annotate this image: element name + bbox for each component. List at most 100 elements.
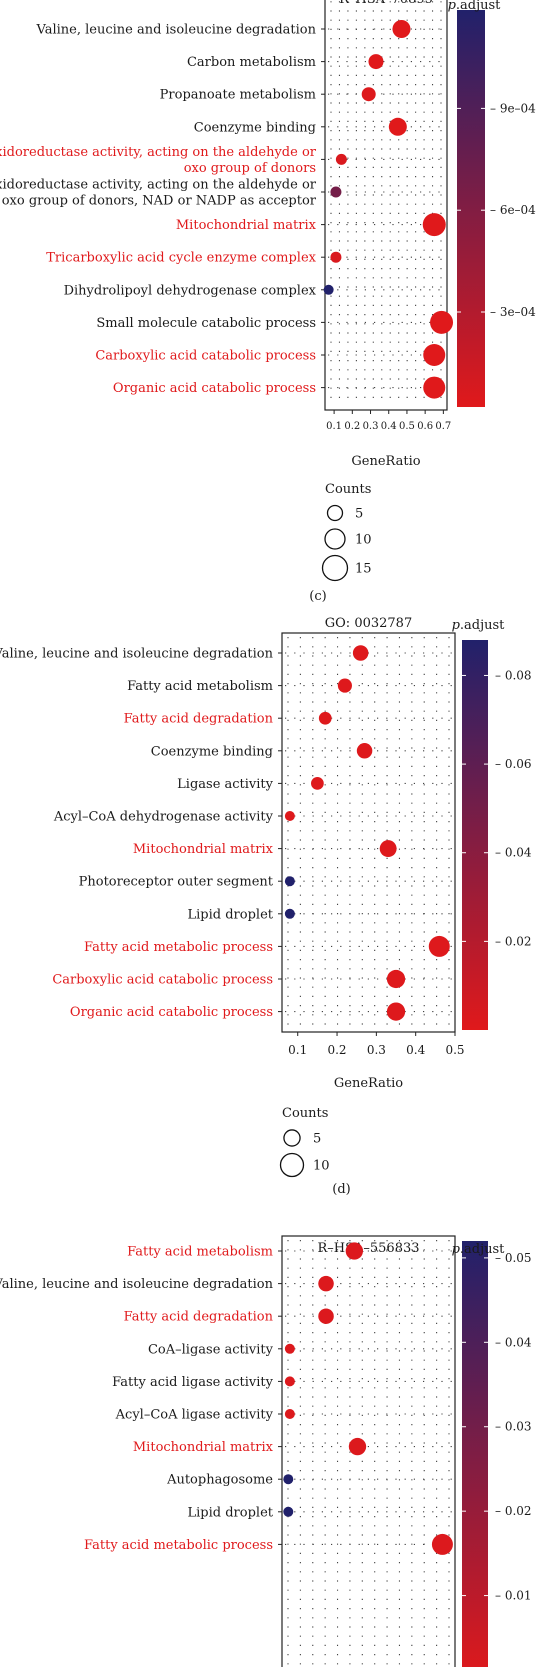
data-point [284, 1376, 295, 1387]
data-point [330, 186, 342, 198]
x-tick-label: 0.6 [417, 421, 433, 432]
y-tick-label: Carboxylic acid catabolic process [95, 349, 316, 364]
chart-panel-0: R–HSA–70895 Valine, leucine and isoleucin… [0, 0, 536, 604]
data-point [431, 1533, 453, 1555]
y-tick-label: Autophagosome [166, 1473, 273, 1488]
colorbar-tick-label: – 0.02 [495, 934, 532, 948]
y-tick-label: Valine, leucine and isoleucine degradati… [0, 647, 274, 662]
y-tick-label: Lipid droplet [188, 907, 274, 922]
data-point [392, 20, 411, 38]
data-point [283, 1506, 294, 1517]
x-tick-label: 0.1 [326, 421, 342, 432]
y-tick-label: Organic acid catabolic process [113, 381, 316, 396]
x-axis-label: GeneRatio [351, 454, 420, 469]
plot-frame [281, 1235, 456, 1671]
plot-frame [281, 632, 456, 1033]
y-tick-label: oxo group of donors, NAD or NADP as acce… [2, 194, 317, 209]
colorbar-tick-label: – 3e–04 [490, 305, 536, 319]
data-point [356, 743, 373, 759]
y-tick-label: Dihydrolipoyl dehydrogenase complex [64, 283, 317, 298]
y-tick-label: oxo group of donors [184, 161, 316, 176]
colorbar-tick-label: – 0.02 [495, 1504, 532, 1518]
chart-panel-2: R–HSA–556833 Fatty acid metabolism Valine,… [0, 1235, 532, 1671]
x-tick-label: 0.3 [363, 421, 379, 432]
y-tick-label: Photoreceptor outer segment [79, 875, 274, 890]
y-tick-label: Oxidoreductase activity, acting on the a… [0, 178, 317, 193]
colorbar [457, 10, 485, 407]
chart-title: R–HSA–556833 [317, 1241, 419, 1256]
chart-title: GO: 0032787 [325, 616, 412, 631]
colorbar-title-italic: p [448, 0, 457, 13]
y-tick-label: Carbon metabolism [187, 55, 316, 70]
x-tick-label: 0.5 [445, 1043, 464, 1057]
data-point [352, 645, 369, 661]
y-tick-label: Acyl–CoA dehydrogenase activity [53, 810, 274, 825]
size-legend-circle [321, 554, 349, 582]
x-tick-label: 0.4 [406, 1043, 425, 1057]
colorbar-tick-label: – 0.05 [495, 1251, 532, 1265]
y-tick-label: Coenzyme binding [194, 120, 316, 135]
colorbar [462, 640, 488, 1030]
chart-panel-1: GO: 0032787 Valine, leucine and isoleucin… [0, 616, 532, 1197]
colorbar-tick-label: – 0.03 [495, 1420, 532, 1434]
colorbar-tick-label: – 0.04 [495, 1335, 532, 1349]
data-point [361, 87, 376, 102]
data-point [379, 840, 397, 858]
y-tick-label: Tricarboxylic acid cycle enzyme complex [46, 251, 316, 266]
colorbar-title-italic: p [452, 1242, 461, 1257]
data-point [337, 678, 352, 693]
size-legend-circle [326, 504, 344, 522]
panel-label: (d) [332, 1182, 350, 1197]
data-point [330, 251, 342, 263]
data-point [386, 969, 406, 989]
colorbar-title-rest: .adjust [460, 1242, 505, 1257]
data-point [422, 213, 446, 237]
y-tick-label: Mitochondrial matrix [176, 218, 317, 233]
data-point [368, 54, 384, 70]
colorbar-tick-label: – 0.01 [495, 1589, 532, 1603]
x-tick-label: 0.4 [381, 421, 397, 432]
colorbar-title-rest: .adjust [460, 618, 505, 633]
size-legend-label: 15 [355, 562, 372, 577]
size-legend-label: 5 [313, 1132, 321, 1147]
y-tick-label: Fatty acid metabolism [127, 1245, 273, 1260]
data-point [284, 811, 295, 821]
data-point [345, 1242, 364, 1260]
data-point [318, 1275, 334, 1292]
size-legend-title: Counts [282, 1106, 328, 1121]
data-point [423, 344, 446, 366]
data-point [428, 935, 450, 957]
y-tick-label: Valine, leucine and isoleucine degradati… [36, 23, 317, 38]
x-tick-label: 0.7 [435, 421, 451, 432]
colorbar-tick-label: – 0.08 [495, 668, 532, 682]
data-point [318, 711, 332, 725]
data-point [323, 284, 334, 295]
data-point [284, 908, 295, 919]
y-tick-label: Acyl–CoA ligase activity [115, 1408, 274, 1423]
colorbar-title-rest: .adjust [456, 0, 501, 13]
y-tick-label: Fatty acid metabolism [127, 679, 273, 694]
x-tick-label: 0.5 [399, 421, 415, 432]
chart-title: R–HSA–70895 [339, 0, 433, 7]
y-tick-label: Mitochondrial matrix [133, 1440, 274, 1455]
colorbar-title-italic: p [452, 618, 461, 633]
y-tick-label: Coenzyme binding [151, 744, 273, 759]
size-legend-label: 10 [313, 1159, 330, 1174]
y-tick-label: Organic acid catabolic process [70, 1005, 273, 1020]
y-tick-label: CoA–ligase activity [148, 1342, 274, 1357]
data-point [348, 1437, 367, 1456]
y-tick-label: Carboxylic acid catabolic process [52, 973, 273, 988]
y-tick-label: Fatty acid degradation [124, 1310, 274, 1325]
y-tick-label: Fatty acid metabolic process [84, 940, 273, 955]
data-point [284, 1343, 295, 1354]
colorbar-title: p.adjust [452, 1242, 506, 1257]
data-point [284, 1409, 295, 1419]
colorbar-tick-label: – 0.04 [495, 846, 532, 860]
x-axis-label: GeneRatio [334, 1076, 403, 1091]
y-tick-label: Fatty acid degradation [124, 712, 274, 727]
colorbar-tick-label: – 6e–04 [490, 203, 536, 217]
x-tick-label: 0.2 [327, 1043, 346, 1057]
colorbar-tick-label: – 0.06 [495, 757, 532, 771]
data-point [284, 876, 295, 887]
size-legend-circle [283, 1129, 301, 1147]
